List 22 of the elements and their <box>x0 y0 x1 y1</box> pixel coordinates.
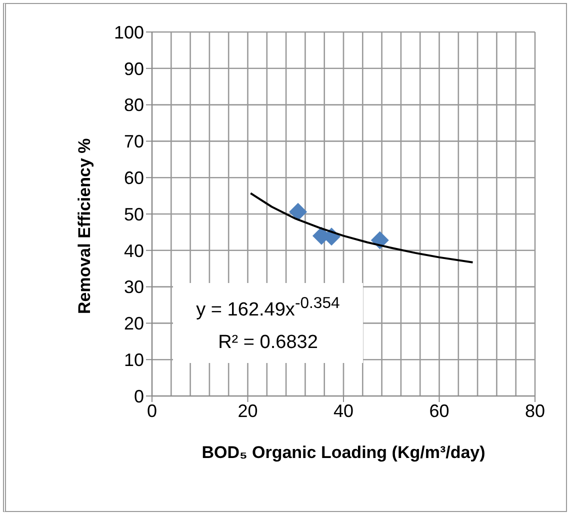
y-tick-label: 60 <box>124 168 144 188</box>
x-tick-label: 80 <box>524 400 546 421</box>
y-tick-label: 20 <box>124 314 144 334</box>
x-tick-label: 0 <box>146 400 158 421</box>
x-tick-label: 60 <box>429 400 450 421</box>
y-tick-label: 0 <box>134 386 144 406</box>
y-tick-label: 70 <box>124 132 144 152</box>
annotation: R² = 0.6832 <box>217 331 319 356</box>
y-tick-label: 50 <box>124 204 144 224</box>
point <box>289 202 308 221</box>
x-tick-label: 20 <box>238 400 258 421</box>
y-tick-label: 100 <box>114 22 144 42</box>
y-tick-label: 90 <box>124 58 144 79</box>
y-tick-label: 10 <box>124 350 144 370</box>
y-tick-label: 30 <box>124 277 144 298</box>
x-tick-label: 40 <box>333 400 354 421</box>
annotation: y = 162.49x$^{-0.354}$ <box>195 294 341 322</box>
line-series <box>250 192 474 264</box>
y-tick-label: 80 <box>124 95 144 116</box>
y-tick-label: 40 <box>124 240 144 261</box>
y-axis-title: Removal Efficiency % <box>75 138 94 314</box>
x-axis-title: BOD₅ Organic Loading (Kg/m³/day) <box>202 443 486 462</box>
